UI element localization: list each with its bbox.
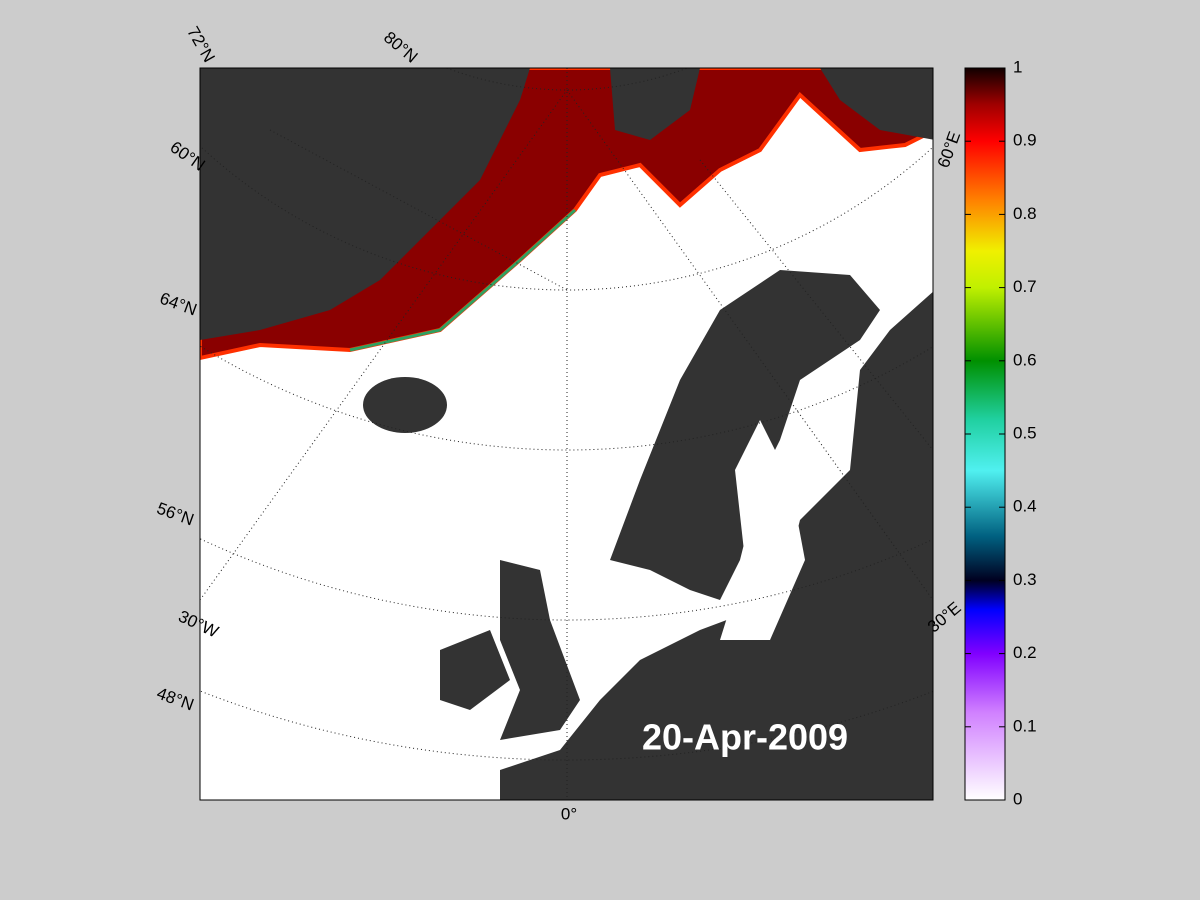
colorbar-tick-label: 0.9 (1013, 131, 1037, 150)
grid-label: 72°N (183, 23, 218, 65)
colorbar-tick-label: 0.5 (1013, 423, 1037, 442)
scandinavia (610, 270, 880, 600)
colorbar-tick-label: 1 (1013, 57, 1022, 76)
graticule (269, 129, 568, 291)
date-label: 20-Apr-2009 (642, 717, 848, 758)
ireland (440, 630, 510, 710)
britain (500, 560, 580, 740)
grid-label: 64°N (157, 289, 199, 320)
colorbar-tick-label: 0.1 (1013, 716, 1037, 735)
iceland (363, 377, 447, 433)
colorbar-tick-label: 0 (1013, 789, 1022, 808)
grid-label: 80°N (380, 28, 421, 67)
ice-edge (349, 208, 577, 352)
map-frame (199, 67, 934, 801)
graticule (200, 89, 568, 601)
colorbar-tick-label: 0.8 (1013, 204, 1037, 223)
grid-label: 0° (561, 804, 577, 823)
graticule (566, 89, 933, 601)
eurasia (500, 291, 933, 800)
colorbar-tick-label: 0.6 (1013, 350, 1037, 369)
graticule (200, 145, 933, 291)
novaya-zemlya (820, 68, 933, 140)
svalbard (610, 68, 700, 140)
colorbar-tick-label: 0.7 (1013, 277, 1037, 296)
map: 20-Apr-2009 (200, 68, 933, 800)
colorbar-tick-label: 0.2 (1013, 643, 1037, 662)
grid-label: 60°E (934, 129, 965, 170)
baltic (720, 420, 805, 640)
colorbar-tick-label: 0.3 (1013, 570, 1037, 589)
grid-label: 56°N (154, 499, 196, 530)
grid-label: 48°N (154, 684, 196, 715)
colorbar-tick-label: 0.4 (1013, 497, 1037, 516)
greenland (200, 68, 530, 340)
